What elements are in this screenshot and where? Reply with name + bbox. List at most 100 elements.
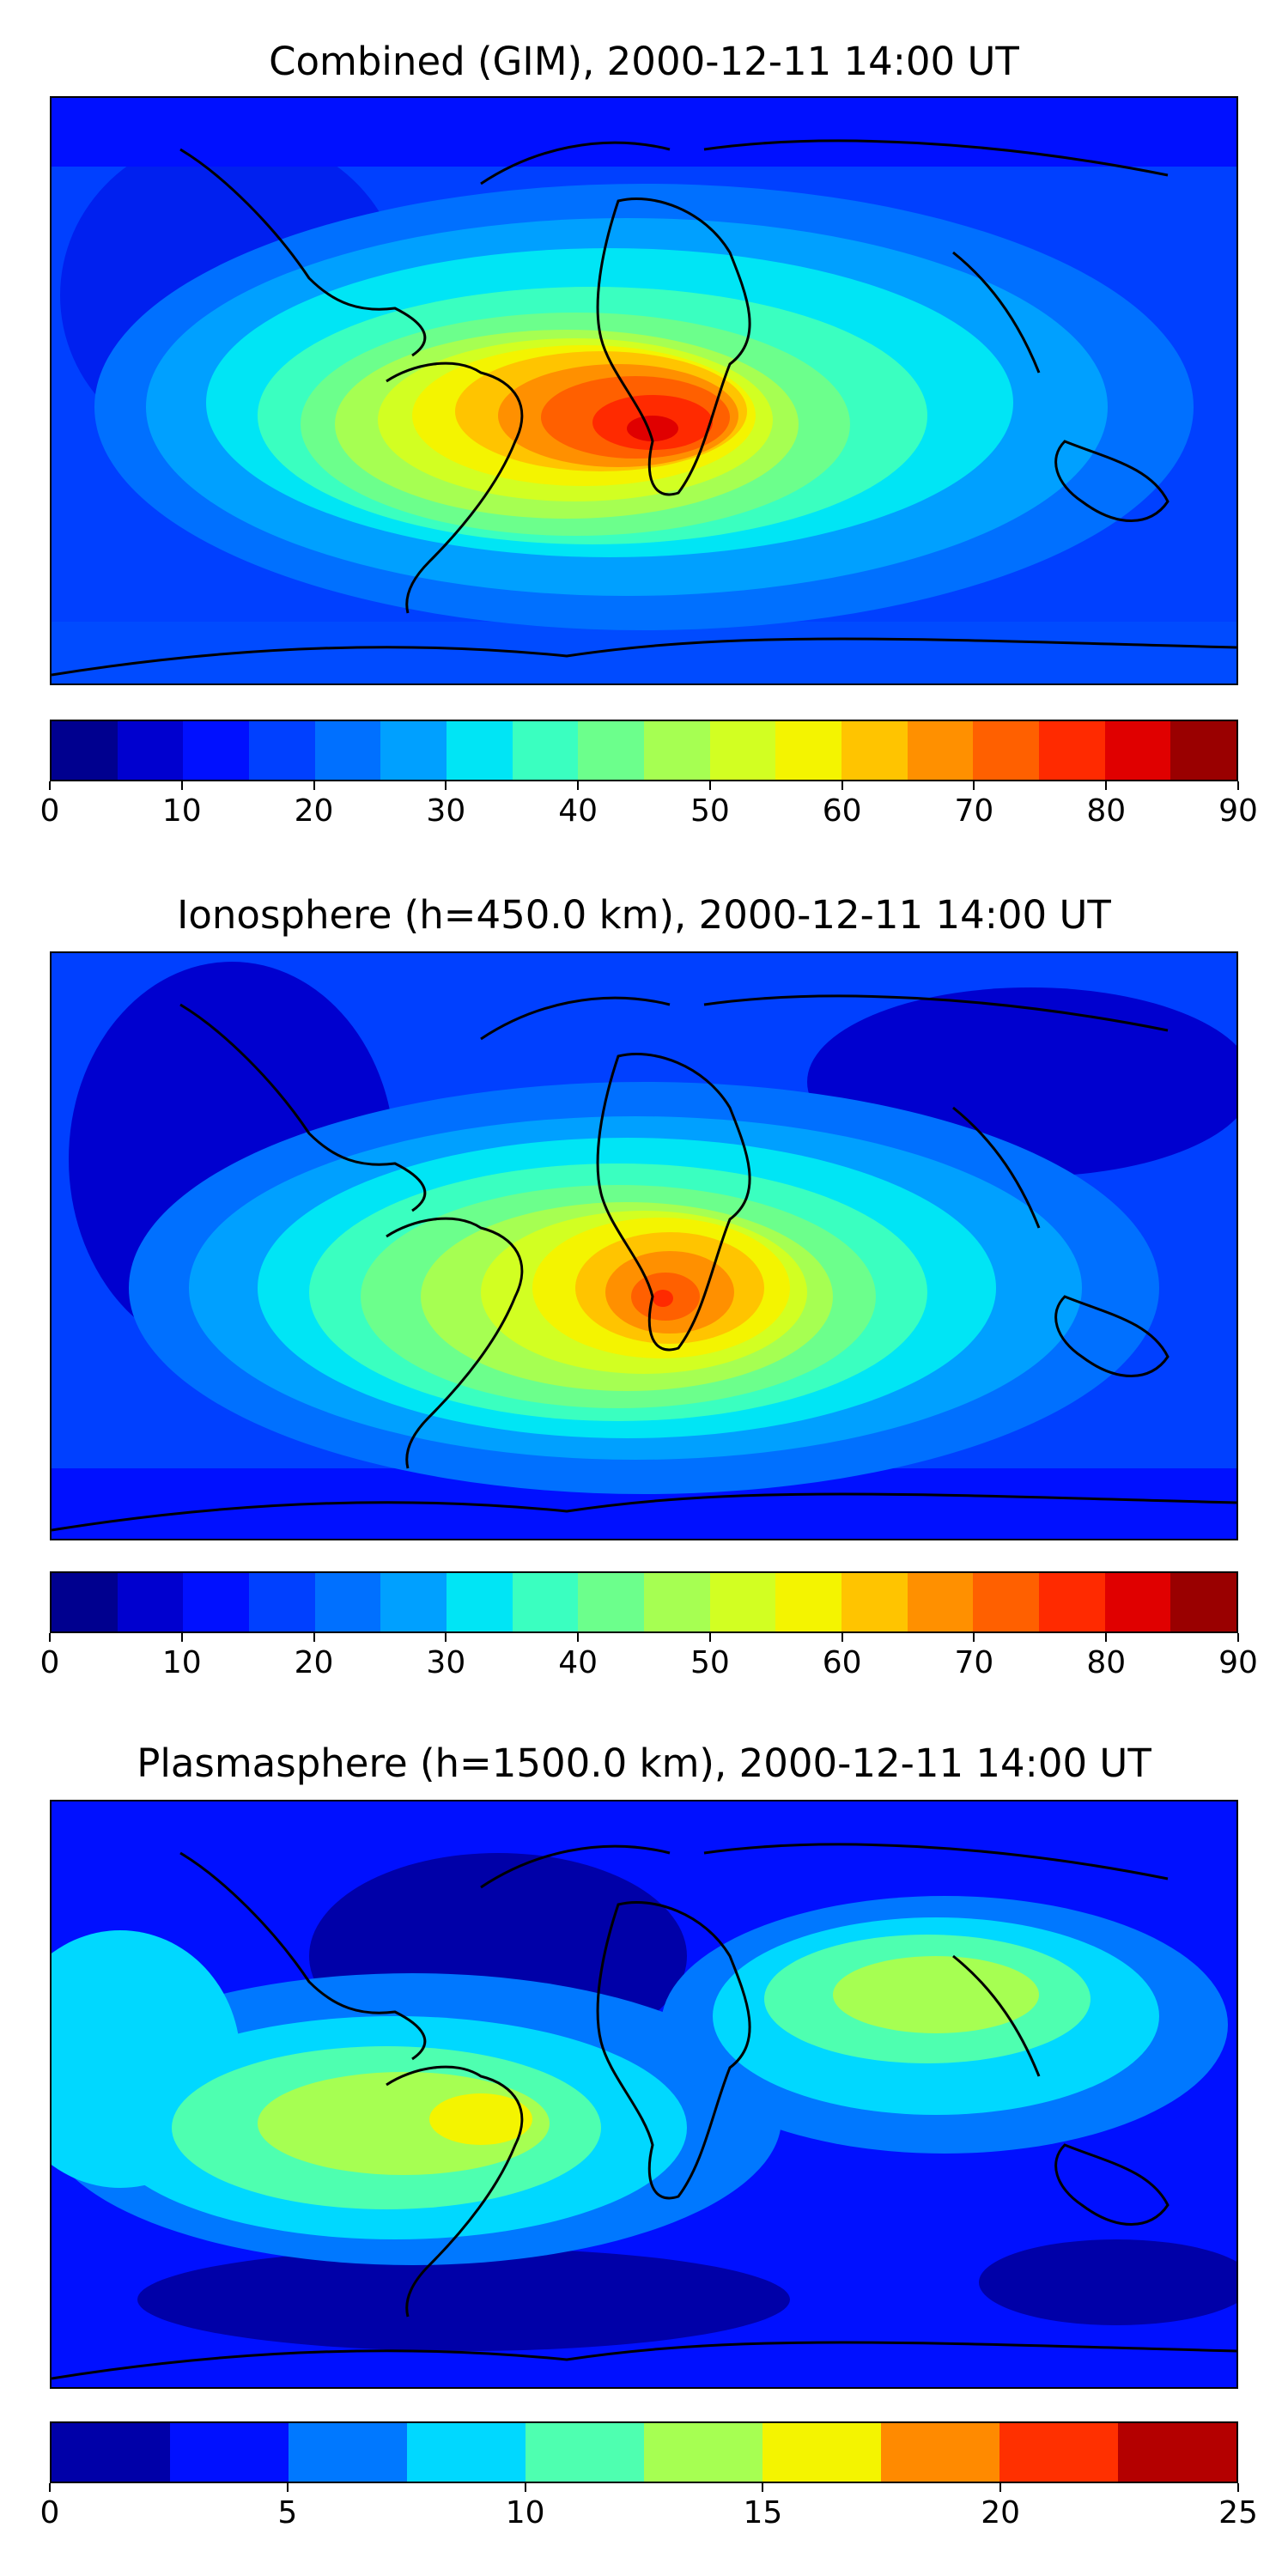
colorbar-segment [314, 721, 381, 780]
colorbar-segment [644, 2423, 762, 2482]
colorbar-segment [380, 721, 447, 780]
colorbar-tick [762, 2483, 764, 2492]
colorbar-tick-label: 0 [39, 1645, 60, 1680]
colorbar-tick [313, 781, 315, 790]
colorbar-segment [709, 721, 776, 780]
colorbar-tick-label: 50 [690, 1645, 730, 1680]
colorbar-tick-label: 40 [558, 793, 598, 829]
colorbar-segment [183, 721, 250, 780]
colorbar-segment [881, 2423, 999, 2482]
colorbar-segment [183, 1573, 250, 1631]
colorbar-segment [380, 1573, 447, 1631]
colorbar-segment [289, 2423, 407, 2482]
colorbar-tick-label: 15 [743, 2495, 783, 2530]
colorbar-tick [445, 1633, 447, 1642]
band-75 [653, 1290, 673, 1307]
colorbar-segment [407, 2423, 526, 2482]
colorbar-segment [170, 2423, 289, 2482]
colorbar-segment [447, 1573, 513, 1631]
colorbar-tick [973, 1633, 975, 1642]
colorbar-segment [512, 1573, 579, 1631]
colorbar-segment [117, 1573, 184, 1631]
colorbar-segment [1104, 1573, 1171, 1631]
band-15-brazil [429, 2093, 532, 2145]
colorbar-tick-label: 60 [822, 793, 862, 829]
colorbar-segment [52, 2423, 170, 2482]
colorbar-tick [49, 2483, 51, 2492]
colorbar-tick [577, 1633, 580, 1642]
colorbar-tick-label: 90 [1218, 1645, 1258, 1680]
colorbar-segment [578, 721, 645, 780]
panel-1-colorbar [50, 720, 1238, 781]
coastlines [52, 994, 1236, 1532]
colorbar-segment [907, 721, 974, 780]
colorbar-tick-label: 10 [505, 2495, 545, 2530]
panel-2-title: Ionosphere (h=450.0 km), 2000-12-11 14:0… [177, 892, 1111, 938]
colorbar-segment [1104, 721, 1171, 780]
colorbar-segment [314, 1573, 381, 1631]
colorbar-tick-label: 50 [690, 793, 730, 829]
colorbar-tick-label: 80 [1086, 1645, 1127, 1680]
colorbar-segment [644, 721, 710, 780]
colorbar-tick-label: 0 [39, 793, 60, 829]
colorbar-segment [999, 2423, 1118, 2482]
colorbar-tick-label: 0 [39, 2495, 60, 2530]
colorbar-tick [1105, 781, 1108, 790]
colorbar-tick-label: 25 [1218, 2495, 1258, 2530]
colorbar-segment [52, 1573, 118, 1631]
colorbar-segment [775, 1573, 842, 1631]
colorbar-segment [644, 1573, 710, 1631]
colorbar-segment [52, 721, 118, 780]
colorbar-segment [1170, 721, 1237, 780]
colorbar-tick-label: 30 [426, 1645, 466, 1680]
low-region-south-pacific [137, 2248, 790, 2351]
colorbar-tick [973, 781, 975, 790]
colorbar-segment [249, 721, 315, 780]
colorbar-segment [841, 1573, 908, 1631]
colorbar-segment [709, 1573, 776, 1631]
colorbar-segment [1118, 2423, 1236, 2482]
colorbar-tick [708, 781, 711, 790]
colorbar-tick [999, 2483, 1002, 2492]
panel-2-colorbar [50, 1571, 1238, 1633]
colorbar-segment [1039, 721, 1105, 780]
colorbar-tick-label: 70 [954, 793, 994, 829]
colorbar-tick [180, 781, 183, 790]
colorbar-tick-label: 30 [426, 793, 466, 829]
colorbar-segment [117, 721, 184, 780]
colorbar-tick [286, 2483, 289, 2492]
colorbar-segment [762, 2423, 881, 2482]
colorbar-tick-label: 20 [294, 793, 334, 829]
colorbar-tick [841, 781, 843, 790]
colorbar-tick-label: 10 [161, 1645, 202, 1680]
colorbar-segment [578, 1573, 645, 1631]
colorbar-tick [524, 2483, 526, 2492]
colorbar-tick-label: 20 [981, 2495, 1021, 2530]
panel-2-colorbar-ticks: 0 10 20 30 40 50 60 70 80 90 [40, 1633, 1258, 1685]
colorbar-tick [180, 1633, 183, 1642]
panel-1-map [50, 96, 1238, 685]
colorbar-tick-label: 5 [277, 2495, 298, 2530]
colorbar-tick [841, 1633, 843, 1642]
colorbar-tick-label: 10 [161, 793, 202, 829]
coastlines [52, 1843, 1236, 2380]
panel-3-colorbar-ticks: 0 5 10 15 20 25 [40, 2483, 1258, 2535]
coastlines [52, 139, 1236, 677]
panel-3-map [50, 1800, 1238, 2389]
colorbar-tick [577, 781, 580, 790]
colorbar-segment [447, 721, 513, 780]
colorbar-segment [907, 1573, 974, 1631]
panel-3-colorbar [50, 2421, 1238, 2483]
colorbar-tick [1105, 1633, 1108, 1642]
colorbar-tick [1237, 781, 1239, 790]
band-12-asia [833, 1956, 1039, 2033]
colorbar-tick [313, 1633, 315, 1642]
band-80 [627, 416, 678, 441]
colorbar-segment [775, 721, 842, 780]
colorbar-tick-label: 40 [558, 1645, 598, 1680]
colorbar-segment [1039, 1573, 1105, 1631]
panel-1-title: Combined (GIM), 2000-12-11 14:00 UT [269, 39, 1019, 84]
panel-2-map [50, 951, 1238, 1540]
colorbar-tick-label: 90 [1218, 793, 1258, 829]
colorbar-tick-label: 60 [822, 1645, 862, 1680]
